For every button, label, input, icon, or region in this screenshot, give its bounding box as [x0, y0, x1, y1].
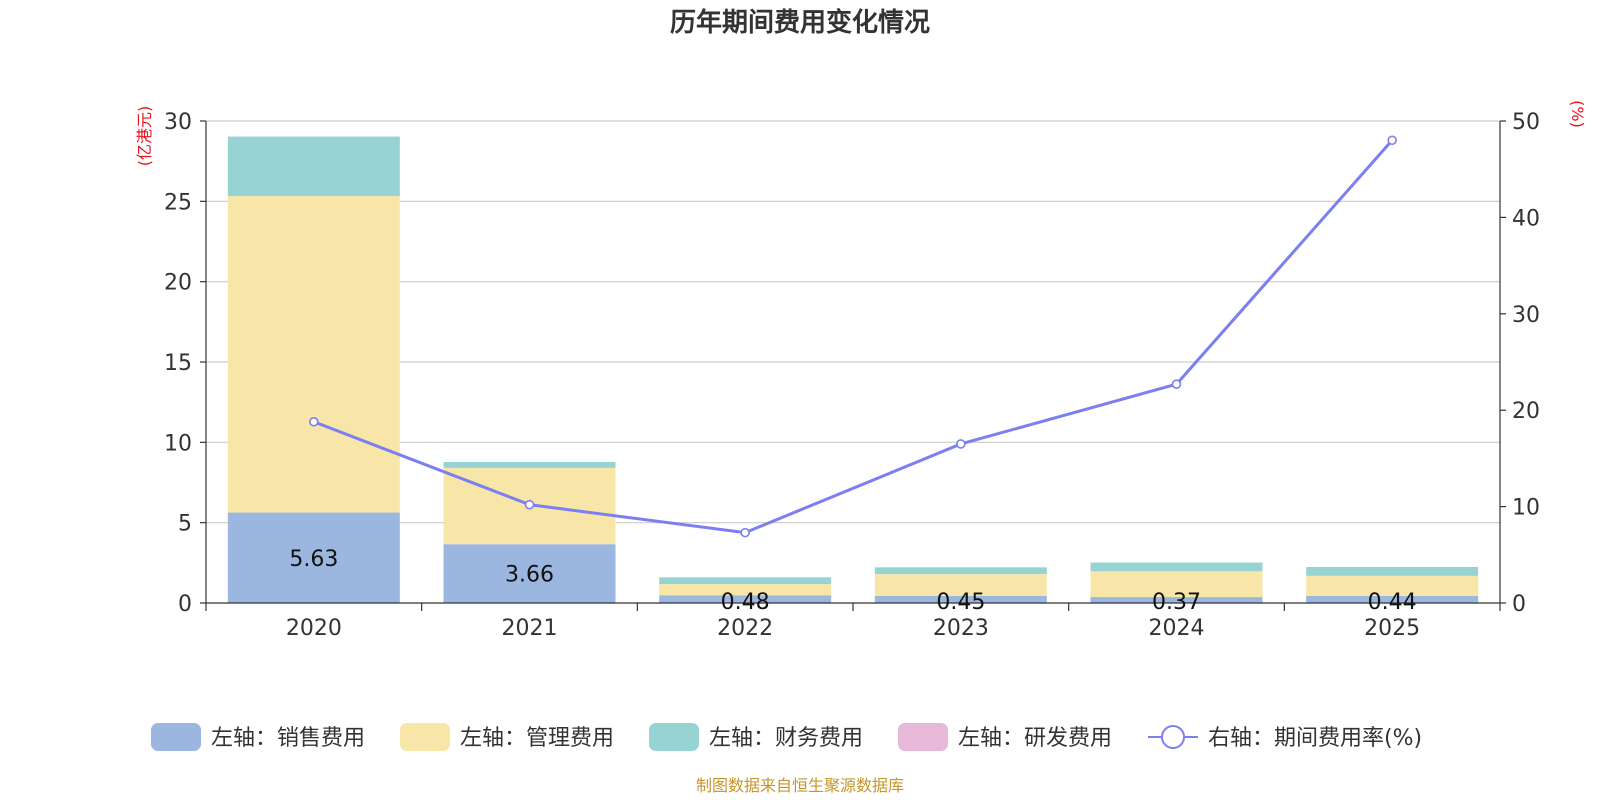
rate-point	[309, 416, 319, 427]
bar-segment	[227, 512, 400, 603]
gridlines	[206, 120, 1500, 524]
bar-data-label: 0.45	[936, 590, 985, 615]
legend-label: 左轴：财务费用	[709, 726, 863, 751]
bar-segment	[874, 574, 1047, 596]
bar-segment	[659, 577, 832, 585]
rate-point	[1387, 135, 1397, 146]
legend-marker	[1161, 725, 1185, 749]
left-tick-label: 5	[178, 512, 192, 537]
right-tick-label: 40	[1512, 206, 1540, 231]
x-tick-label: 2021	[502, 616, 558, 641]
right-axis-unit: (%)	[1568, 100, 1587, 128]
bar-data-label: 3.66	[505, 563, 554, 588]
bar-segment	[1306, 575, 1479, 596]
bar-data-label: 0.37	[1152, 590, 1201, 615]
bar-segment	[1090, 562, 1263, 572]
right-tick-label: 20	[1512, 399, 1540, 424]
legend-label: 左轴：研发费用	[958, 726, 1112, 751]
rate-point	[1171, 379, 1182, 389]
bar-data-label: 0.44	[1368, 590, 1417, 615]
legend: 左轴：销售费用 左轴：管理费用 左轴：财务费用 左轴：研发费用 右轴：期间费用率(%)	[151, 723, 1422, 751]
bar-segment	[227, 196, 400, 513]
left-tick-label: 25	[164, 190, 192, 215]
bars	[227, 136, 1479, 603]
right-tick-label: 0	[1512, 592, 1526, 617]
chart-title: 历年期间费用变化情况	[670, 7, 930, 38]
rate-line	[309, 135, 1397, 538]
legend-label: 右轴：期间费用率(%)	[1208, 726, 1422, 751]
axes	[200, 120, 1506, 611]
left-tick-label: 15	[164, 351, 192, 376]
legend-swatch	[898, 723, 948, 751]
rate-line-path	[313, 139, 1394, 535]
bar-data-label: 5.63	[289, 547, 338, 572]
rate-point	[524, 499, 535, 510]
left-tick-label: 30	[164, 110, 192, 135]
bar-segment	[659, 595, 832, 603]
left-tick-label: 20	[164, 271, 192, 296]
left-tick-label: 0	[178, 592, 192, 617]
rate-point	[956, 439, 966, 449]
data-labels: 5.63 3.66 0.48 0.45 0.37 0.44	[289, 547, 1416, 615]
legend-swatch	[151, 723, 201, 751]
legend-swatch	[649, 723, 699, 751]
bar-segment	[874, 567, 1047, 575]
bar-segment	[1090, 597, 1263, 603]
bar-segment	[874, 595, 1047, 603]
rate-point	[740, 527, 750, 538]
bar-segment	[659, 584, 832, 596]
x-tick-label: 2023	[933, 616, 989, 641]
bar-segment	[227, 136, 400, 197]
source-note: 制图数据来自恒生聚源数据库	[696, 776, 904, 795]
x-tick-label: 2022	[717, 616, 773, 641]
right-tick-label: 30	[1512, 303, 1540, 328]
bar-data-label: 0.48	[721, 590, 770, 615]
bar-segment	[443, 461, 616, 468]
x-tick-label: 2020	[286, 616, 342, 641]
x-tick-label: 2025	[1364, 616, 1420, 641]
left-tick-label: 10	[164, 431, 192, 456]
legend-label: 左轴：销售费用	[211, 726, 365, 751]
x-tick-label: 2024	[1149, 616, 1205, 641]
right-tick-label: 50	[1512, 110, 1540, 135]
right-tick-label: 10	[1512, 496, 1540, 521]
bar-segment	[1306, 595, 1479, 603]
bar-segment	[1090, 571, 1263, 598]
bar-segment	[1306, 567, 1479, 576]
legend-swatch	[400, 723, 450, 751]
left-axis-unit: (亿港元)	[135, 106, 154, 167]
legend-label: 左轴：管理费用	[460, 726, 614, 751]
bar-segment	[443, 544, 616, 603]
